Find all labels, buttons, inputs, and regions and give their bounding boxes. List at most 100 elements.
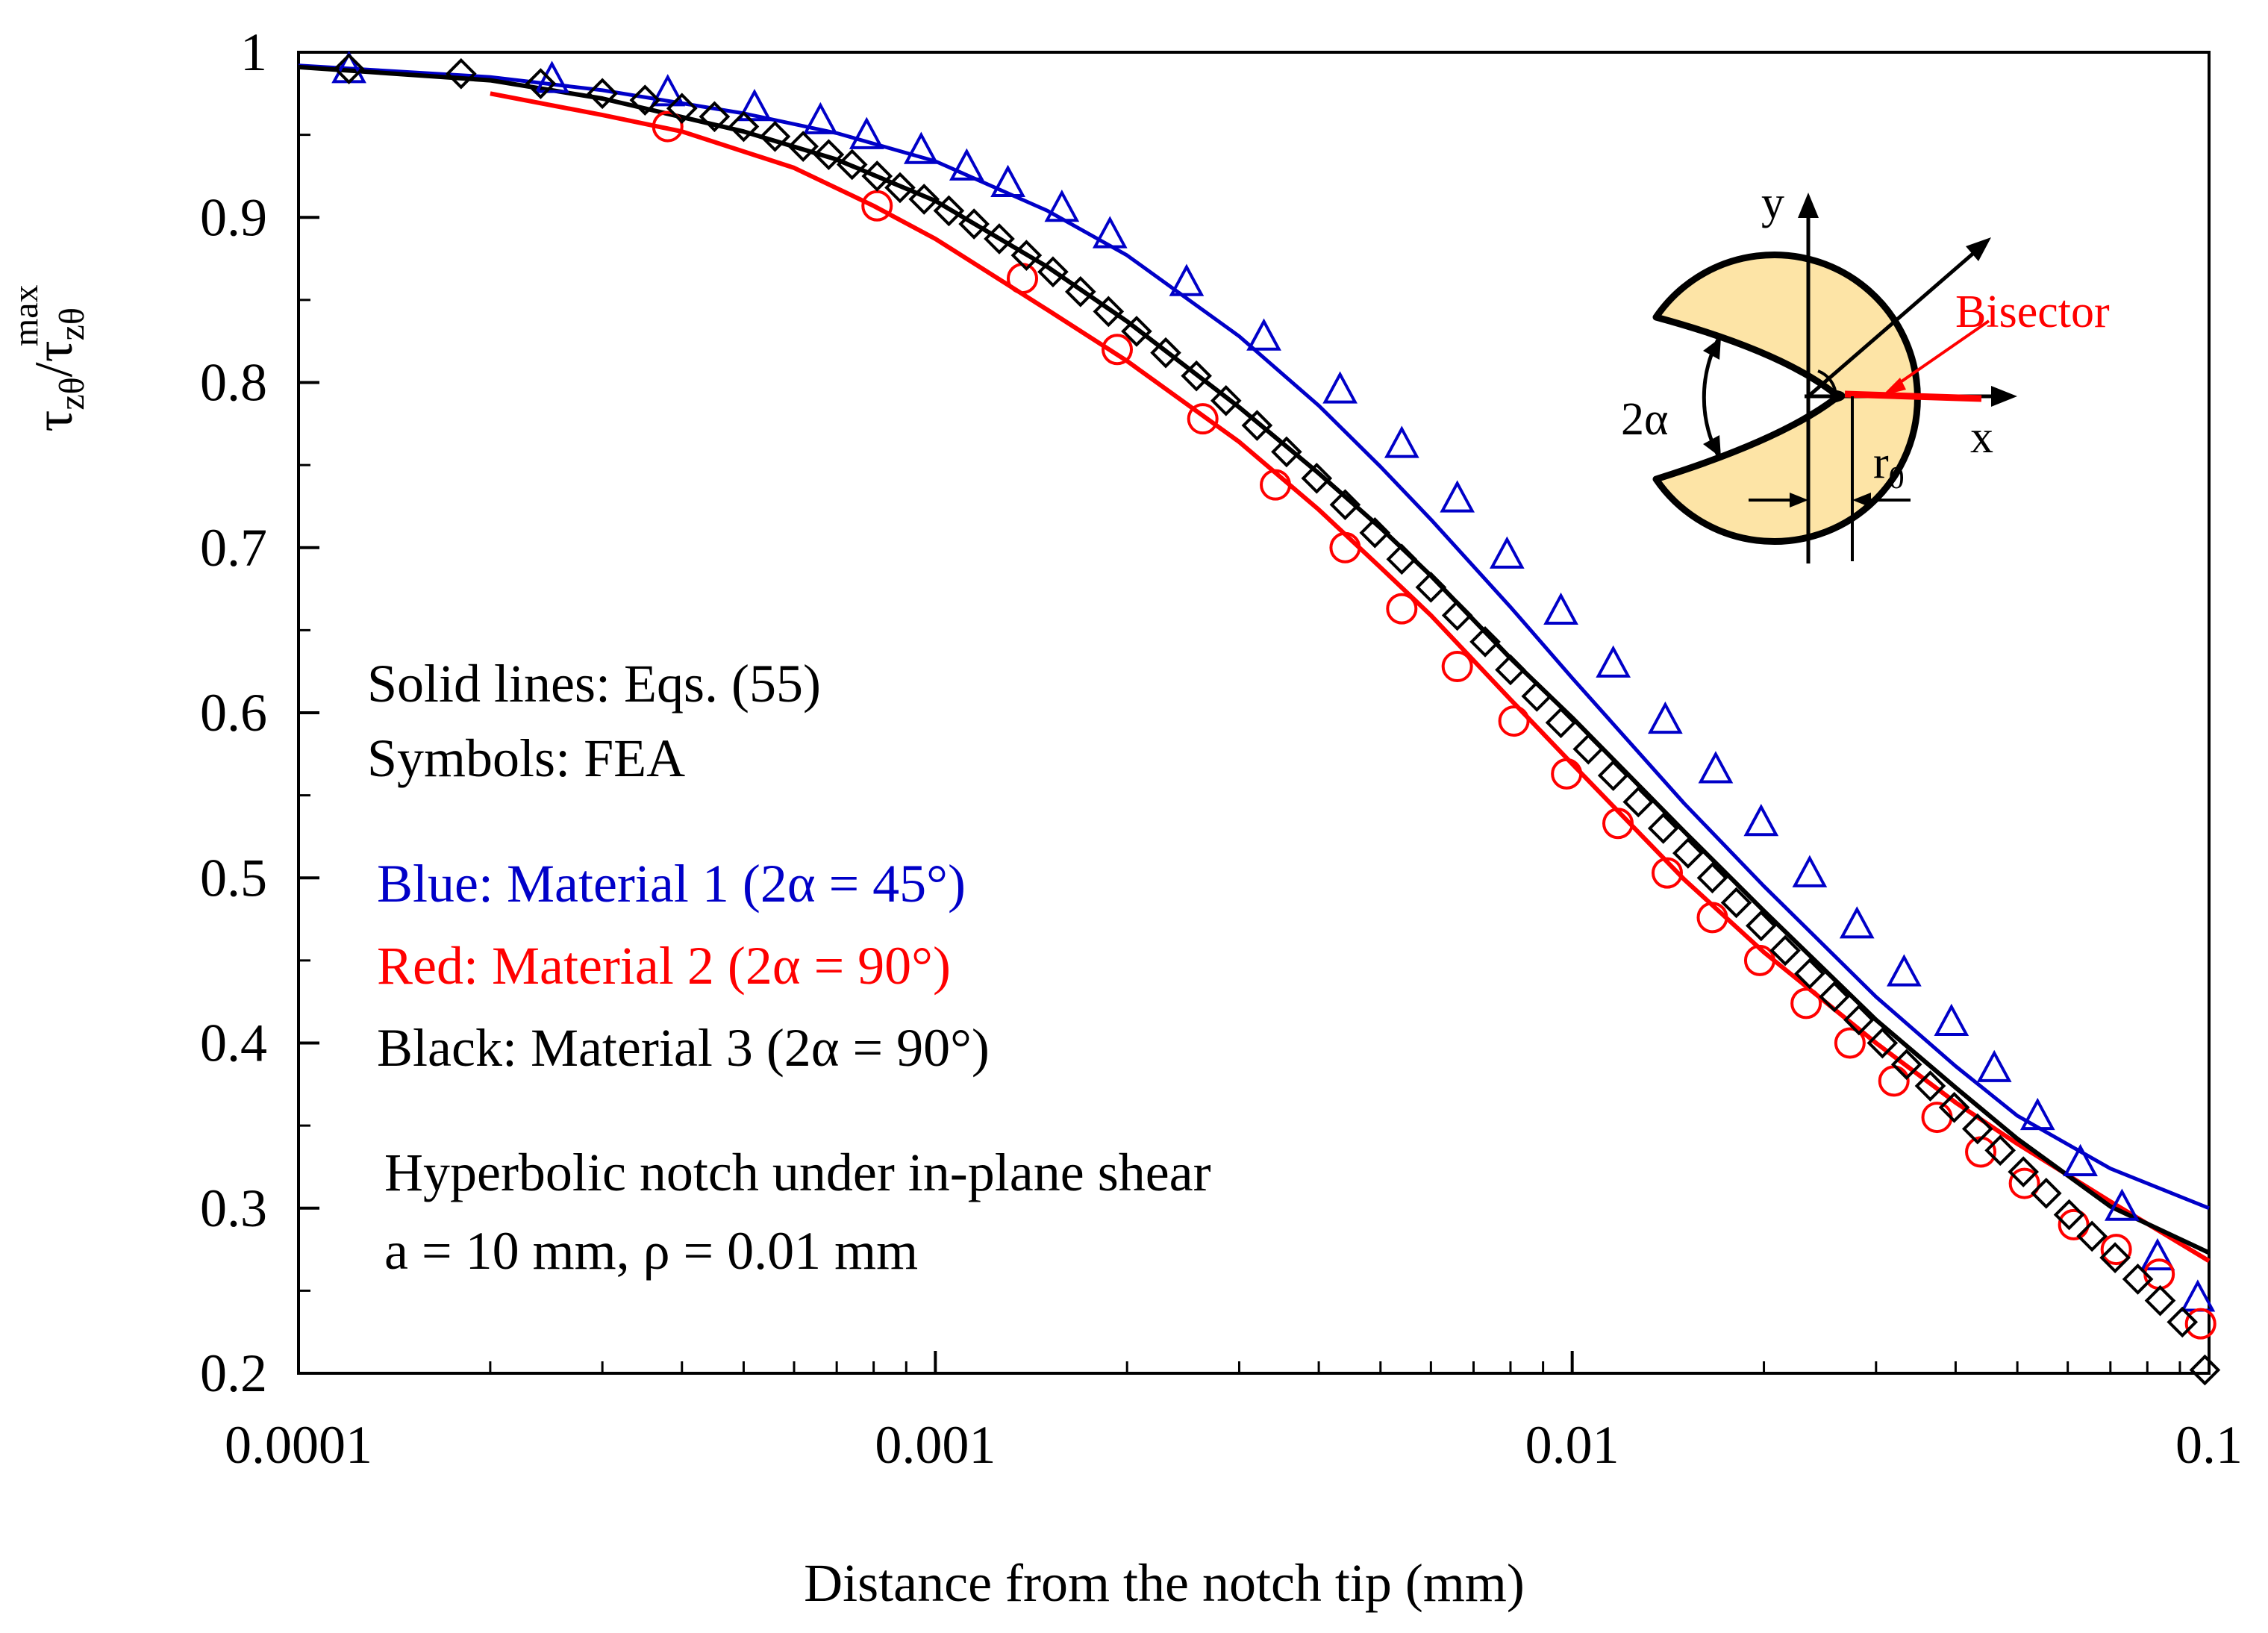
inset-angle-arrow-bottom	[1703, 435, 1721, 458]
diamond-marker	[836, 149, 868, 181]
triangle-marker	[2019, 1097, 2055, 1131]
triangle-marker	[1543, 592, 1578, 625]
triangle-marker	[1976, 1049, 2012, 1082]
diamond-marker	[1745, 910, 1777, 942]
circle-marker	[1260, 469, 1292, 501]
diamond-marker	[1769, 934, 1801, 967]
diamond-marker	[861, 160, 893, 192]
circle-marker	[652, 110, 684, 143]
y-tick-label: 0.3	[200, 1178, 267, 1238]
circle-marker	[1602, 808, 1634, 840]
diamond-marker	[1064, 275, 1096, 307]
triangle-marker	[534, 60, 569, 93]
diamond-marker	[1622, 786, 1655, 818]
diamond-marker	[1150, 337, 1181, 369]
inset-origin-arc	[1817, 369, 1837, 397]
diamond-marker	[1984, 1134, 2016, 1167]
triangle-marker	[1322, 371, 1358, 404]
diamond-marker	[446, 57, 477, 90]
circle-marker	[2058, 1208, 2090, 1240]
diamond-marker	[1301, 462, 1333, 494]
triangle-marker	[1743, 804, 1779, 837]
diamond-marker	[2030, 1178, 2062, 1209]
inset-angle-label: 2α	[1621, 394, 1668, 445]
diamond-marker	[1329, 489, 1361, 521]
diamond-marker	[629, 84, 661, 116]
circle-marker	[1187, 403, 1219, 435]
inset-bisector-pointer-head	[1882, 378, 1906, 396]
diamond-marker	[2167, 1306, 2199, 1338]
y-tick-label: 1	[240, 22, 267, 82]
diamond-marker	[1647, 813, 1679, 844]
triangle-marker	[1839, 906, 1875, 939]
series-line-group	[490, 91, 2211, 1264]
inset-bisector-label: Bisector	[1955, 287, 2110, 337]
triangle-marker	[1440, 480, 1475, 513]
y-tick-label: 0.7	[200, 518, 267, 578]
triangle-marker	[1044, 189, 1080, 222]
triangle-marker	[849, 116, 884, 149]
diamond-marker	[666, 93, 698, 125]
diamond-marker	[1441, 599, 1473, 631]
triangle-marker	[1648, 701, 1683, 734]
y-axis-title-slash: /	[24, 362, 84, 377]
diamond-marker	[1890, 1049, 1922, 1081]
diamond-marker	[1121, 316, 1152, 347]
diamond-marker	[1572, 733, 1605, 765]
diamond-marker	[813, 139, 845, 171]
diamond-marker	[1794, 958, 1825, 990]
diamond-marker	[1495, 654, 1526, 686]
diamond-marker	[1866, 1027, 1899, 1059]
triangle-marker	[1596, 645, 1631, 678]
inset-r0-label: r0	[1873, 437, 1905, 496]
circle-marker	[2100, 1234, 2132, 1266]
circle-marker	[1329, 531, 1361, 563]
diamond-marker	[2053, 1199, 2085, 1231]
annotation-symbols: Symbols: FEA	[367, 728, 685, 788]
triangle-marker	[1384, 425, 1419, 458]
y-axis-title-subscript-2: zθ	[52, 307, 92, 340]
triangle-marker	[990, 164, 1025, 197]
inset-y-label: y	[1761, 178, 1784, 228]
y-tick-label: 0.8	[200, 353, 267, 413]
triangle-marker	[1887, 954, 1922, 987]
series-marker-group	[331, 51, 2216, 1312]
y-axis-title-subscript: zθ	[52, 377, 92, 410]
inset-bisector-pointer	[1890, 319, 1990, 390]
circle-marker	[1790, 987, 1822, 1020]
triangle-marker	[949, 148, 984, 181]
triangle-marker	[1246, 318, 1281, 351]
circle-marker	[1386, 593, 1418, 625]
x-axis-ticks: 0.0001 0.001 0.01 0.1	[225, 1351, 2243, 1475]
triangle-marker	[1489, 536, 1525, 569]
triangle-marker	[1169, 263, 1205, 296]
diamond-marker	[333, 53, 365, 84]
y-tick-label: 0.9	[200, 187, 267, 247]
circle-marker	[1696, 902, 1728, 934]
diamond-marker	[1843, 1004, 1875, 1036]
diamond-marker	[1037, 256, 1069, 288]
x-axis-title: Distance from the notch tip (mm)	[804, 1553, 1525, 1613]
legend-red: Red: Material 2 (2α = 90°)	[377, 936, 951, 996]
diamond-marker	[1672, 837, 1704, 869]
triangle-marker	[2140, 1237, 2175, 1271]
inset-bisector-line	[1844, 390, 1982, 402]
y-axis-ticks: 0.2 0.3 0.4 0.5 0.6 0.7 0.8 0.9 1	[200, 22, 319, 1403]
inset-r0-sub: 0	[1889, 461, 1905, 496]
triangle-marker	[2063, 1143, 2098, 1177]
diamond-marker	[1819, 981, 1850, 1013]
diamond-marker	[1938, 1091, 1970, 1123]
y-tick-label: 0.2	[200, 1343, 267, 1403]
notch-geometry-inset: y x Bisector 2α r0	[1621, 178, 2110, 563]
diamond-marker	[1359, 517, 1391, 549]
diamond-marker	[1181, 360, 1212, 392]
y-axis-title-tau: τ	[24, 410, 84, 432]
circle-marker	[2184, 1308, 2217, 1340]
inset-x-label: x	[1970, 412, 1993, 463]
diamond-marker	[2099, 1242, 2131, 1273]
diamond-marker	[2189, 1354, 2221, 1386]
y-axis-title-tau-2: τ	[24, 340, 84, 362]
triangle-marker	[1792, 855, 1828, 887]
